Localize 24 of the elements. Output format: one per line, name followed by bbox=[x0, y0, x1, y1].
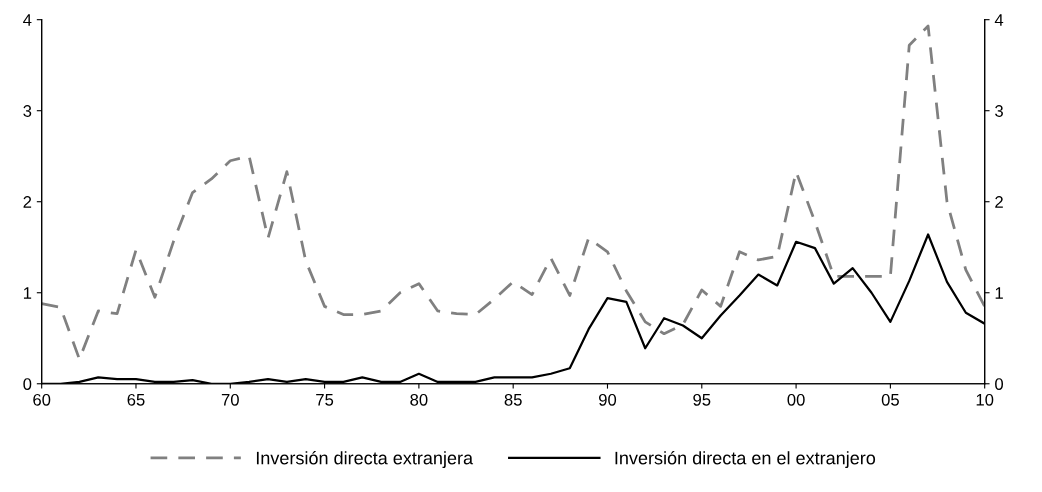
x-tick-label: 90 bbox=[599, 393, 617, 406]
legend-label: Inversión directa en el extranjero bbox=[615, 450, 876, 469]
y-tick-label: 1 bbox=[23, 287, 32, 299]
y-tick-label: 4 bbox=[23, 14, 32, 26]
x-tick-label: 95 bbox=[693, 393, 711, 406]
x-tick-label: 05 bbox=[881, 393, 899, 406]
line-series bbox=[41, 24, 985, 361]
x-tick-label: 75 bbox=[316, 394, 334, 406]
y-tick-label: 0 bbox=[23, 378, 32, 390]
y2-tick-label: 2 bbox=[995, 196, 1003, 208]
y2-tick-label: 1 bbox=[995, 287, 1003, 299]
y-tick-label: 3 bbox=[23, 105, 32, 117]
x-tick-label: 70 bbox=[221, 393, 239, 406]
y2-tick-label: 0 bbox=[995, 378, 1004, 390]
x-tick-label: 60 bbox=[33, 393, 51, 406]
x-tick-label: 00 bbox=[787, 393, 805, 406]
y-tick-label: 2 bbox=[23, 196, 32, 208]
x-tick-label: 10 bbox=[976, 393, 994, 406]
x-tick-label: 80 bbox=[410, 393, 428, 406]
x-tick-label: 65 bbox=[127, 393, 145, 406]
legend-label: Inversión directa extranjera bbox=[256, 450, 474, 469]
x-tick-label: 85 bbox=[504, 393, 522, 406]
y2-tick-label: 3 bbox=[995, 105, 1003, 117]
y2-tick-label: 4 bbox=[994, 14, 1004, 26]
